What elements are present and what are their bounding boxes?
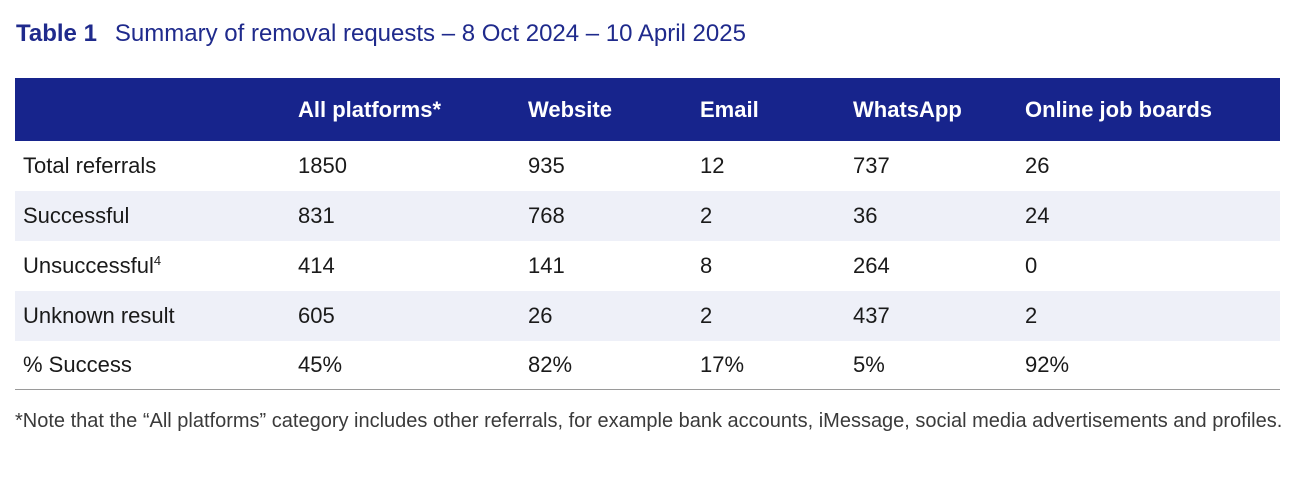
table-footnote: *Note that the “All platforms” category … [15,410,1283,432]
cell-whatsapp: 737 [853,153,890,178]
table-title: Summary of removal requests – 8 Oct 2024… [114,20,746,47]
header-online-job-boards: Online job boards [1025,96,1213,122]
cell-all-platforms: 414 [298,253,335,278]
header-empty [15,78,298,141]
table-row: % Success 45% 82% 17% 5% 92% [15,341,1280,389]
cell-website: 935 [528,153,565,178]
cell-email: 17% [700,351,745,377]
cell-email: 12 [700,153,725,178]
cell-all-platforms: 45% [298,351,343,377]
row-label-text: Total referrals [23,153,157,178]
table-body: Total referrals 1850 935 12 737 26 Succe… [15,141,1280,389]
cell-whatsapp: 5% [853,351,885,377]
header-whatsapp: WhatsApp [853,96,962,122]
cell-whatsapp: 437 [853,303,890,328]
header-website: Website [528,96,612,122]
cell-all-platforms: 605 [298,303,335,328]
row-label: Unknown result [15,291,298,341]
header-row: All platforms* Website Email WhatsApp On… [15,78,1280,141]
table-row: Unknown result 605 26 2 437 2 [15,291,1280,341]
cell-website: 26 [528,303,553,328]
table-row: Unsuccessful4 414 141 8 264 0 [15,241,1280,291]
row-label: Unsuccessful4 [15,241,298,291]
header-all-platforms: All platforms* [298,96,442,122]
table-row: Successful 831 768 2 36 24 [15,191,1280,241]
cell-online-job-boards: 24 [1025,203,1050,228]
cell-whatsapp: 264 [853,253,890,278]
row-label-text: % Success [23,351,132,377]
table-caption: Table 1 Summary of removal requests – 8 O… [16,20,746,48]
cell-email: 2 [700,303,713,328]
row-label: Total referrals [15,141,298,191]
row-label: % Success [15,341,298,389]
cell-online-job-boards: 0 [1025,253,1038,278]
cell-all-platforms: 831 [298,203,335,228]
cell-email: 2 [700,203,713,228]
cell-website: 82% [528,351,573,377]
table-number: Table 1 [16,20,97,47]
cell-online-job-boards: 26 [1025,153,1050,178]
cell-online-job-boards: 92% [1025,351,1070,377]
cell-whatsapp: 36 [853,203,878,228]
cell-website: 768 [528,203,565,228]
table-row: Total referrals 1850 935 12 737 26 [15,141,1280,191]
cell-online-job-boards: 2 [1025,303,1038,328]
removal-requests-table: All platforms* Website Email WhatsApp On… [15,78,1280,390]
cell-website: 141 [528,253,565,278]
table-header: All platforms* Website Email WhatsApp On… [15,78,1280,141]
cell-email: 8 [700,253,713,278]
row-label: Successful [15,191,298,241]
row-footnote-ref: 4 [153,253,162,268]
row-label-text: Unknown result [23,303,175,328]
row-label-text: Unsuccessful [23,253,154,278]
cell-all-platforms: 1850 [298,153,347,178]
header-email: Email [700,96,759,122]
row-label-text: Successful [23,203,130,228]
